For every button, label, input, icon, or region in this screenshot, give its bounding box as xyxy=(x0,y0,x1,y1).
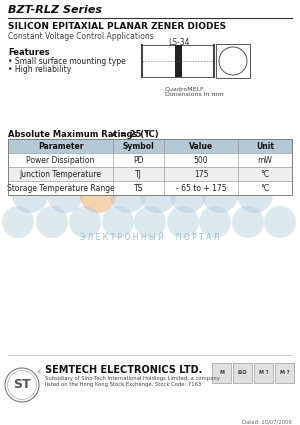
Text: ST: ST xyxy=(13,379,31,391)
Bar xyxy=(212,363,231,383)
Text: Value: Value xyxy=(189,142,213,150)
Text: Э Л Е К Т Р О Н Н Ы Й     П О Р Т А Л: Э Л Е К Т Р О Н Н Ы Й П О Р Т А Л xyxy=(80,232,220,241)
Bar xyxy=(275,363,294,383)
Circle shape xyxy=(167,206,199,238)
Text: Unit: Unit xyxy=(256,142,274,150)
Circle shape xyxy=(47,177,83,213)
Text: TS: TS xyxy=(134,184,143,193)
Text: Subsidiary of Sino-Tech International Holdings Limited, a company: Subsidiary of Sino-Tech International Ho… xyxy=(45,376,220,381)
Circle shape xyxy=(202,177,238,213)
Bar xyxy=(216,44,250,78)
Text: °C: °C xyxy=(260,184,270,193)
Text: Absolute Maximum Ratings (T: Absolute Maximum Ratings (T xyxy=(8,130,150,139)
Bar xyxy=(8,153,292,167)
Text: ISO: ISO xyxy=(238,371,247,376)
Text: Features: Features xyxy=(8,48,50,57)
Circle shape xyxy=(134,206,166,238)
Text: 175: 175 xyxy=(194,170,208,178)
Circle shape xyxy=(80,177,116,213)
Text: M ?: M ? xyxy=(259,371,268,376)
Text: QuadroMELF: QuadroMELF xyxy=(165,86,205,91)
Circle shape xyxy=(110,177,146,213)
Bar xyxy=(8,139,292,153)
Circle shape xyxy=(36,206,68,238)
Text: Dated: 10/07/2006: Dated: 10/07/2006 xyxy=(242,420,292,425)
Bar xyxy=(175,45,182,77)
Bar xyxy=(8,181,292,195)
Text: • High reliability: • High reliability xyxy=(8,65,71,74)
Text: - 65 to + 175: - 65 to + 175 xyxy=(176,184,226,193)
Circle shape xyxy=(199,206,231,238)
Text: °C: °C xyxy=(260,170,270,178)
Text: Symbol: Symbol xyxy=(123,142,154,150)
Text: a: a xyxy=(112,131,116,136)
Circle shape xyxy=(237,177,273,213)
Text: Constant Voltage Control Applications: Constant Voltage Control Applications xyxy=(8,32,154,41)
Text: SEMTECH ELECTRONICS LTD.: SEMTECH ELECTRONICS LTD. xyxy=(45,365,202,375)
Text: Parameter: Parameter xyxy=(38,142,83,150)
Circle shape xyxy=(170,177,206,213)
Circle shape xyxy=(264,206,296,238)
Text: PD: PD xyxy=(134,156,144,164)
Text: = 25 °C): = 25 °C) xyxy=(117,130,159,139)
Text: listed on the Hong Kong Stock Exchange, Stock Code: 7163: listed on the Hong Kong Stock Exchange, … xyxy=(45,382,201,387)
Bar xyxy=(8,139,292,195)
Text: 500: 500 xyxy=(194,156,208,164)
Circle shape xyxy=(12,177,48,213)
Bar xyxy=(254,363,273,383)
Text: BZT-RLZ Series: BZT-RLZ Series xyxy=(8,5,102,15)
Circle shape xyxy=(140,177,176,213)
Text: • Small surface mounting type: • Small surface mounting type xyxy=(8,57,126,66)
Text: ®: ® xyxy=(36,370,41,375)
Text: Storage Temperature Range: Storage Temperature Range xyxy=(7,184,114,193)
Circle shape xyxy=(2,206,34,238)
Bar xyxy=(233,363,252,383)
Text: Junction Temperature: Junction Temperature xyxy=(20,170,101,178)
Text: mW: mW xyxy=(258,156,272,164)
Text: M ?: M ? xyxy=(280,371,289,376)
Bar xyxy=(8,167,292,181)
Bar xyxy=(142,45,214,77)
Text: LS-34: LS-34 xyxy=(168,38,190,47)
Text: SILICON EPITAXIAL PLANAR ZENER DIODES: SILICON EPITAXIAL PLANAR ZENER DIODES xyxy=(8,22,226,31)
Text: M: M xyxy=(219,371,224,376)
Text: Power Dissipation: Power Dissipation xyxy=(26,156,95,164)
Circle shape xyxy=(69,206,101,238)
Circle shape xyxy=(232,206,264,238)
Text: TJ: TJ xyxy=(135,170,142,178)
Circle shape xyxy=(102,206,134,238)
Text: Dimensions in mm: Dimensions in mm xyxy=(165,92,224,97)
